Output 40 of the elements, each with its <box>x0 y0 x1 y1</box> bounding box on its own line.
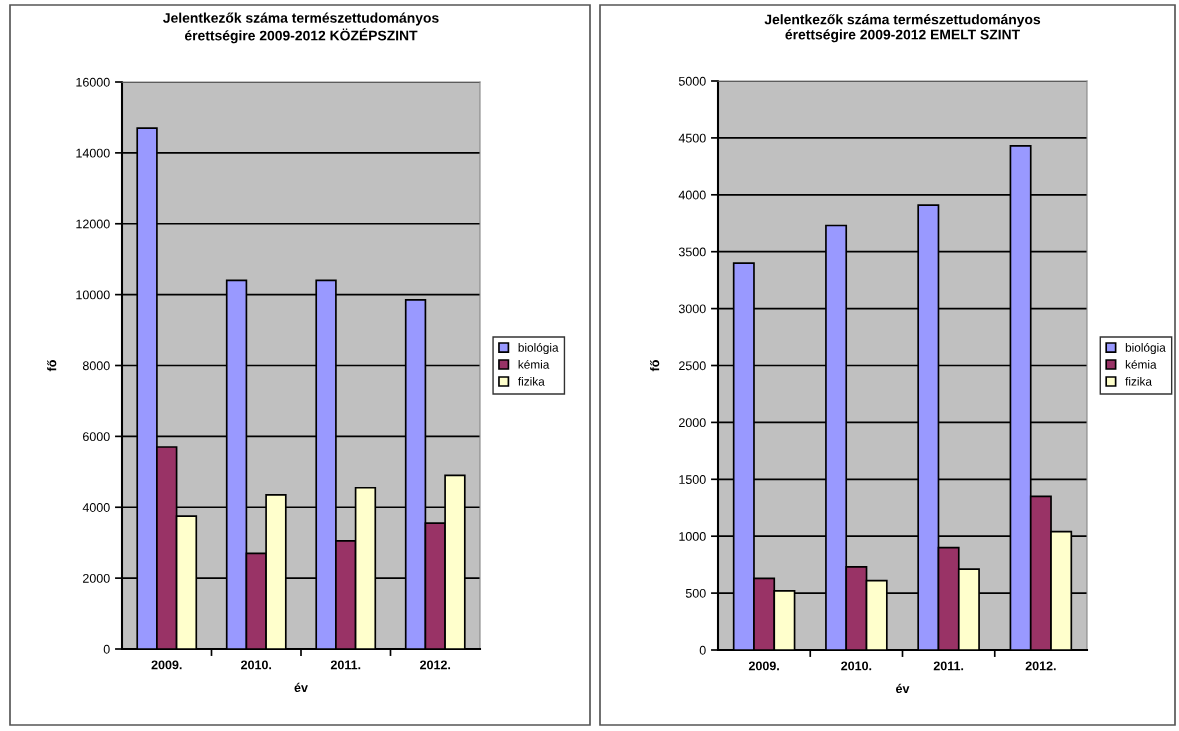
legend-label: fizika <box>1125 377 1152 386</box>
x-tick-label: 2011. <box>330 660 361 670</box>
y-tick-label: 4000 <box>82 503 110 512</box>
x-tick-label: 2010. <box>241 660 272 670</box>
y-tick-label: 12000 <box>76 219 110 229</box>
x-tick-label: 2011. <box>933 661 964 671</box>
y-axis-title: fő <box>650 360 660 372</box>
y-tick-label: 3500 <box>678 247 706 257</box>
y-tick-label: 6000 <box>83 432 110 442</box>
legend-label: kémia <box>518 359 550 369</box>
y-tick-label: 16000 <box>76 77 110 87</box>
legend-label: kémia <box>1125 359 1157 369</box>
y-tick-label: 8000 <box>82 361 110 371</box>
y-tick-label: 1000 <box>679 532 706 541</box>
y-tick-label: 3000 <box>678 304 706 314</box>
y-tick-label: 14000 <box>76 148 110 158</box>
y-tick-label: 500 <box>685 588 706 598</box>
x-tick-label: 2010. <box>841 661 872 671</box>
chart-title: Jelentkezők száma természettudományos érettségire 2009-2012 EMELT SZINT <box>764 14 1041 43</box>
x-axis-title: év <box>294 682 308 693</box>
y-tick-label: 4500 <box>678 133 706 143</box>
y-tick-label: 0 <box>699 645 706 655</box>
y-tick-label: 0 <box>103 644 110 654</box>
y-tick-label: 2000 <box>83 573 110 583</box>
y-tick-label: 5000 <box>678 76 706 86</box>
x-tick-label: 2012. <box>420 660 451 670</box>
x-axis-title: év <box>896 683 910 694</box>
x-tick-label: 2009. <box>748 661 779 671</box>
y-axis-title: fő <box>47 360 57 372</box>
legend-label: fizika <box>518 377 545 386</box>
y-tick-label: 1500 <box>679 475 706 484</box>
y-tick-label: 2500 <box>679 361 706 371</box>
chart-title: Jelentkezők száma természettudományos érettségire 2009-2012 KÖZÉPSZINT <box>163 12 439 44</box>
x-tick-label: 2009. <box>151 660 182 670</box>
y-tick-label: 2000 <box>679 418 706 428</box>
legend-label: biológia <box>518 342 559 355</box>
x-tick-label: 2012. <box>1025 661 1056 671</box>
y-tick-label: 4000 <box>678 190 706 200</box>
y-tick-label: 10000 <box>76 290 110 300</box>
legend-label: biológia <box>1125 342 1166 355</box>
